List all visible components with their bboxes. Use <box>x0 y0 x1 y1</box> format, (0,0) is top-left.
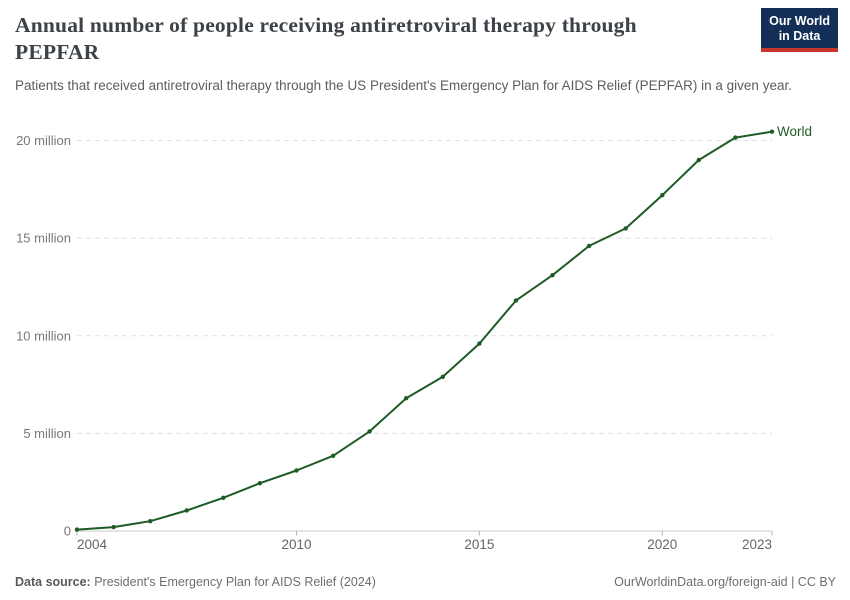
data-point[interactable] <box>74 527 80 532</box>
data-point[interactable] <box>696 157 701 163</box>
world-series-line[interactable] <box>76 130 773 531</box>
chart-title: Annual number of people receiving antire… <box>15 13 637 64</box>
chart-subtitle: Patients that received antiretroviral th… <box>15 78 792 93</box>
data-point[interactable] <box>550 273 555 278</box>
owid-logo-line1: Our World <box>769 14 830 28</box>
y-axis-tick-label: 5 million <box>23 426 71 441</box>
data-point[interactable] <box>184 508 189 513</box>
x-axis-tick-label: 2020 <box>647 537 677 552</box>
owid-logo-line2: in Data <box>778 29 821 43</box>
data-point[interactable] <box>294 468 299 473</box>
data-source-note: Data source: President's Emergency Plan … <box>15 575 376 589</box>
series-end-label[interactable]: World <box>777 124 812 139</box>
data-point[interactable] <box>733 135 738 140</box>
x-axis-tick-label: 2010 <box>281 537 311 552</box>
data-point[interactable] <box>148 519 153 524</box>
data-point[interactable] <box>440 374 445 379</box>
data-point[interactable] <box>257 481 263 486</box>
data-point[interactable] <box>660 193 665 198</box>
data-point[interactable] <box>586 243 592 249</box>
data-point[interactable] <box>623 226 628 231</box>
y-axis-tick-label: 0 <box>64 524 71 539</box>
data-point[interactable] <box>477 341 482 346</box>
data-point[interactable] <box>111 524 116 530</box>
chart-footer: Data source: President's Emergency Plan … <box>15 575 836 589</box>
data-point[interactable] <box>367 429 372 434</box>
x-axis-tick-label: 2023 <box>742 537 772 552</box>
y-axis-tick-label: 20 million <box>16 133 71 148</box>
data-point[interactable] <box>221 495 226 500</box>
x-axis-tick-label: 2015 <box>464 537 494 552</box>
data-point[interactable] <box>404 396 409 401</box>
y-axis-tick-label: 10 million <box>16 328 71 343</box>
data-source-label: Data source: <box>15 575 91 589</box>
owid-credit-link[interactable]: OurWorldinData.org/foreign-aid | CC BY <box>614 575 836 589</box>
data-point[interactable] <box>513 298 519 303</box>
data-source-value: President's Emergency Plan for AIDS Reli… <box>90 575 376 589</box>
data-point[interactable] <box>330 453 336 458</box>
owid-logo[interactable]: Our World in Data <box>761 8 838 52</box>
x-axis-tick-label: 2004 <box>77 537 108 552</box>
y-axis-tick-label: 15 million <box>16 231 71 246</box>
data-point[interactable] <box>769 129 775 134</box>
